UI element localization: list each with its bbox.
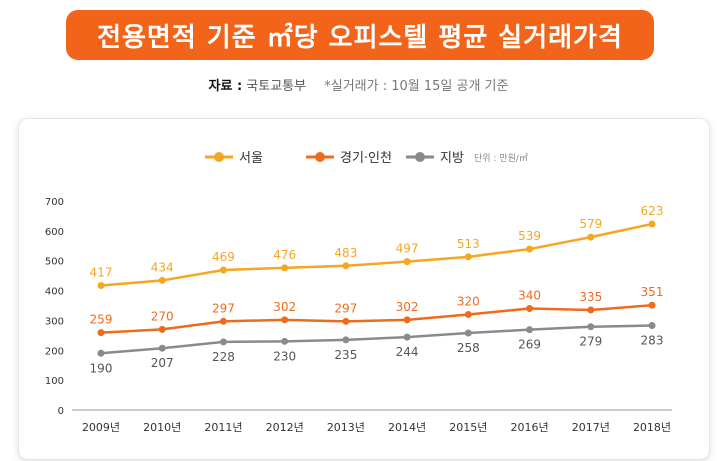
- data-point-2-0: [97, 349, 105, 357]
- data-point-2-8: [587, 323, 595, 331]
- data-point-0-0: [97, 281, 105, 289]
- data-point-2-9: [648, 322, 656, 330]
- legend-marker-2: [415, 152, 425, 162]
- x-tick-label-1: 2010년: [143, 421, 181, 434]
- data-point-2-2: [219, 338, 227, 346]
- y-tick-label-0: 0: [58, 406, 64, 417]
- data-point-0-4: [342, 262, 350, 270]
- data-label-0-3: 476: [273, 248, 296, 262]
- data-label-0-8: 579: [579, 217, 602, 231]
- data-label-0-5: 497: [396, 242, 419, 256]
- y-tick-label-4: 400: [45, 287, 64, 298]
- data-point-1-5: [403, 316, 411, 324]
- x-tick-label-2: 2011년: [204, 421, 242, 434]
- data-label-2-9: 283: [641, 334, 664, 348]
- series-line-0: [100, 222, 653, 287]
- data-label-1-9: 351: [641, 285, 664, 299]
- data-point-1-4: [342, 317, 350, 325]
- data-label-0-2: 469: [212, 250, 235, 264]
- y-tick-label-1: 100: [45, 376, 64, 387]
- data-point-1-0: [97, 329, 105, 337]
- data-point-1-7: [526, 304, 534, 312]
- data-label-1-2: 297: [212, 301, 235, 315]
- x-tick-label-4: 2013년: [327, 421, 365, 434]
- data-point-0-6: [464, 253, 472, 261]
- data-point-0-3: [281, 264, 289, 272]
- data-point-0-8: [587, 233, 595, 241]
- legend-label-1: 경기·인천: [340, 151, 392, 166]
- data-label-2-1: 207: [151, 356, 174, 370]
- data-point-2-6: [464, 329, 472, 337]
- data-label-2-8: 279: [579, 335, 602, 349]
- data-label-0-6: 513: [457, 237, 480, 251]
- source-value: 국토교통부: [246, 79, 307, 94]
- source-label: 자료 :: [208, 79, 243, 94]
- data-point-1-2: [219, 317, 227, 325]
- data-point-2-4: [342, 336, 350, 344]
- title-banner: 전용면적 기준 ㎡당 오피스텔 평균 실거래가격: [66, 10, 654, 60]
- data-label-0-9: 623: [641, 204, 664, 218]
- x-tick-label-9: 2018년: [633, 421, 671, 434]
- data-label-2-0: 190: [90, 361, 113, 375]
- data-label-2-7: 269: [518, 338, 541, 352]
- data-point-0-9: [648, 220, 656, 228]
- data-point-2-7: [526, 326, 534, 334]
- source-line: 자료 : 국토교통부 *실거래가 : 10월 15일 공개 기준: [0, 75, 717, 94]
- page-title: 전용면적 기준 ㎡당 오피스텔 평균 실거래가격: [97, 22, 623, 53]
- data-label-2-5: 244: [396, 345, 419, 359]
- data-label-2-6: 258: [457, 341, 480, 355]
- data-label-2-2: 228: [212, 350, 235, 364]
- x-tick-label-8: 2017년: [572, 421, 610, 434]
- y-tick-label-2: 200: [45, 346, 64, 357]
- y-tick-label-7: 700: [45, 197, 64, 208]
- data-label-0-0: 417: [90, 265, 113, 279]
- data-point-1-3: [281, 316, 289, 324]
- data-point-2-5: [403, 333, 411, 341]
- series-line-2: [100, 324, 653, 355]
- data-point-1-9: [648, 301, 656, 309]
- data-label-1-5: 302: [396, 300, 419, 314]
- data-point-0-7: [526, 245, 534, 253]
- data-label-1-8: 335: [579, 290, 602, 304]
- data-point-1-6: [464, 310, 472, 318]
- data-label-1-3: 302: [273, 300, 296, 314]
- y-tick-label-6: 600: [45, 227, 64, 238]
- x-tick-label-0: 2009년: [82, 421, 120, 434]
- data-point-0-1: [158, 276, 166, 284]
- data-label-0-1: 434: [151, 260, 174, 274]
- chart-card: [18, 118, 710, 460]
- data-point-0-5: [403, 258, 411, 266]
- data-label-0-4: 483: [334, 246, 357, 260]
- legend-label-0: 서울: [239, 151, 263, 166]
- data-point-1-8: [587, 306, 595, 314]
- data-point-2-3: [281, 337, 289, 345]
- data-label-1-0: 259: [90, 313, 113, 327]
- legend-marker-0: [214, 152, 224, 162]
- unit-label: 단위 : 만원/㎡: [474, 153, 528, 164]
- data-label-2-3: 230: [273, 349, 296, 363]
- data-label-0-7: 539: [518, 229, 541, 243]
- data-point-2-1: [158, 344, 166, 352]
- x-tick-label-6: 2015년: [449, 421, 487, 434]
- data-label-1-4: 297: [334, 301, 357, 315]
- y-tick-label-3: 300: [45, 316, 64, 327]
- x-tick-label-3: 2012년: [266, 421, 304, 434]
- source-note: *실거래가 : 10월 15일 공개 기준: [324, 79, 509, 94]
- data-label-1-1: 270: [151, 309, 174, 323]
- y-tick-label-5: 500: [45, 257, 64, 268]
- legend-label-2: 지방: [440, 151, 464, 166]
- series-line-1: [100, 303, 653, 334]
- data-label-1-7: 340: [518, 288, 541, 302]
- data-label-1-6: 320: [457, 294, 480, 308]
- x-tick-label-5: 2014년: [388, 421, 426, 434]
- data-label-2-4: 235: [334, 348, 357, 362]
- data-point-0-2: [219, 266, 227, 274]
- legend-marker-1: [315, 152, 325, 162]
- x-tick-label-7: 2016년: [510, 421, 548, 434]
- data-point-1-1: [158, 325, 166, 333]
